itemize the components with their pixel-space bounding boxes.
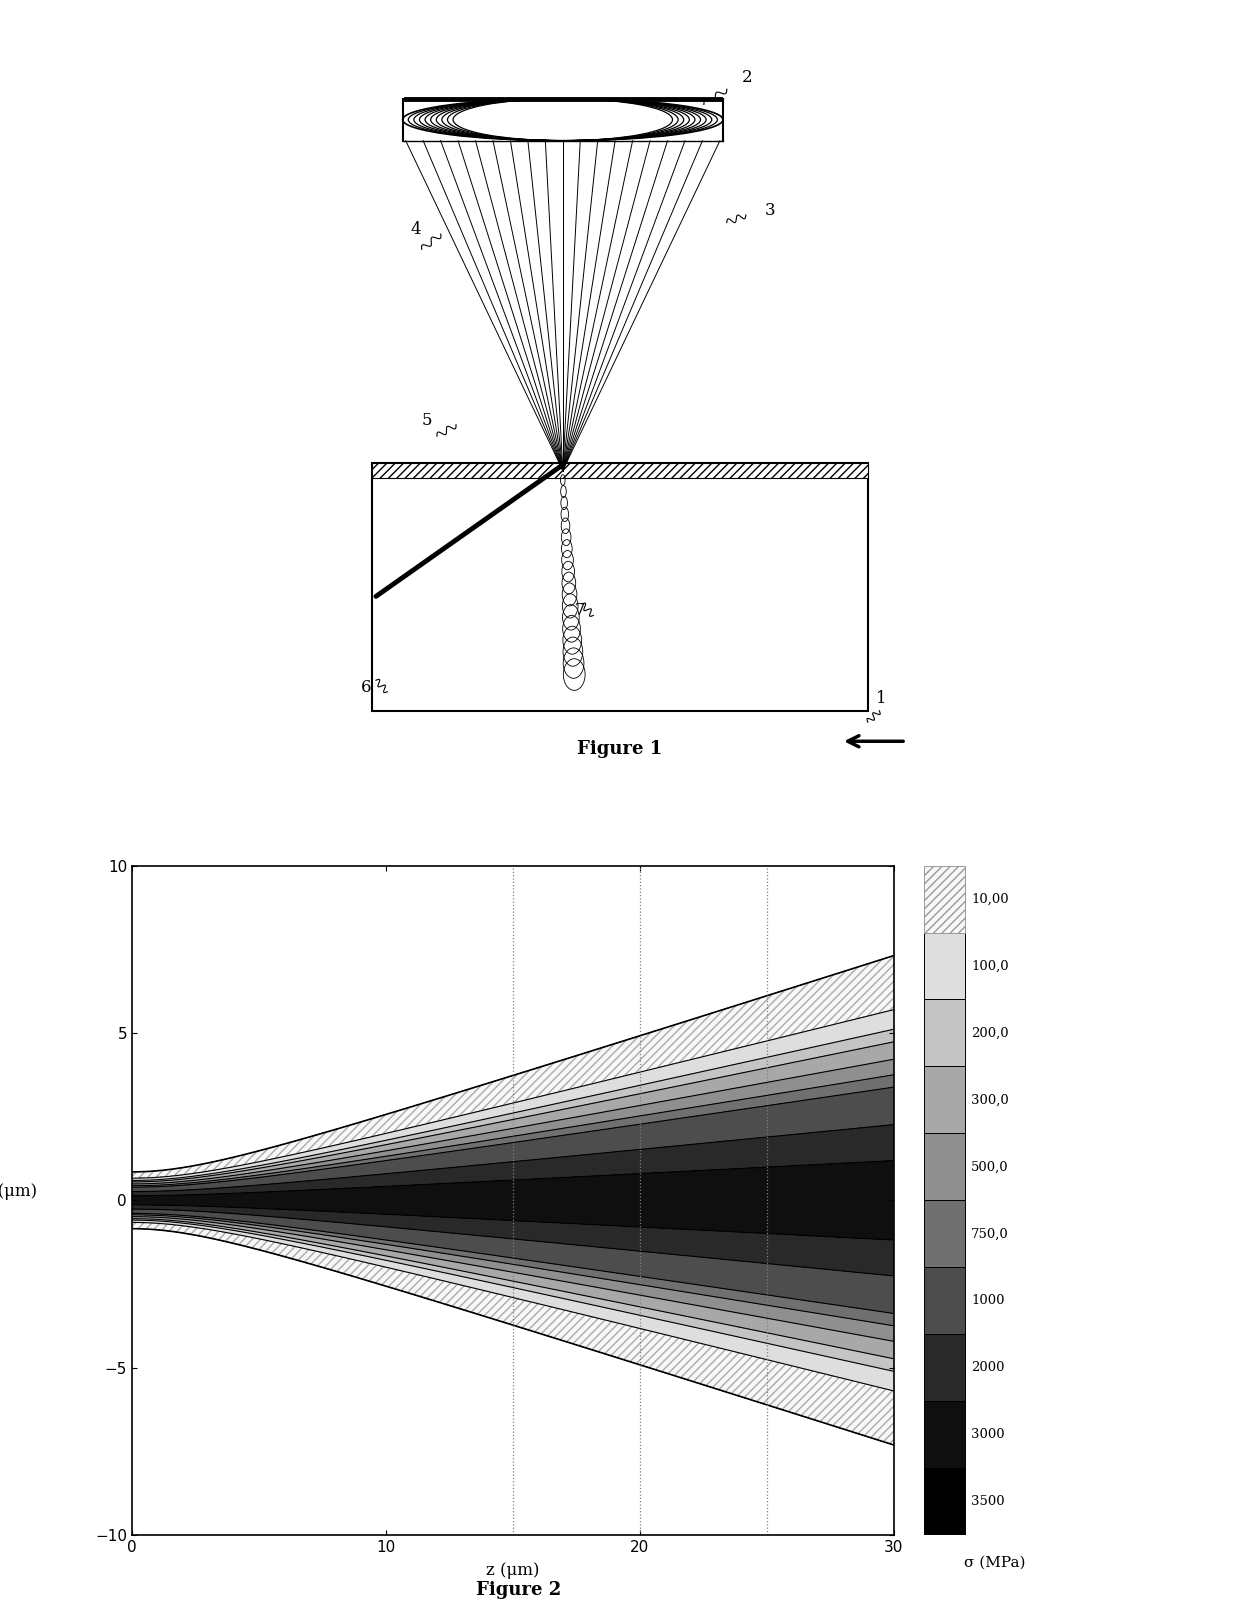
Text: 6: 6 <box>361 678 371 696</box>
Text: Figure 1: Figure 1 <box>578 740 662 758</box>
Text: 1: 1 <box>875 690 887 708</box>
Text: 7: 7 <box>574 602 585 620</box>
Bar <box>372 463 868 479</box>
Text: Figure 2: Figure 2 <box>476 1581 562 1599</box>
Text: σ (MPa): σ (MPa) <box>965 1556 1025 1569</box>
Text: 5: 5 <box>422 412 433 428</box>
Ellipse shape <box>403 99 723 141</box>
Text: 2: 2 <box>742 68 753 86</box>
Bar <box>372 463 868 711</box>
Text: 4: 4 <box>410 221 420 239</box>
Text: 3: 3 <box>765 201 775 219</box>
